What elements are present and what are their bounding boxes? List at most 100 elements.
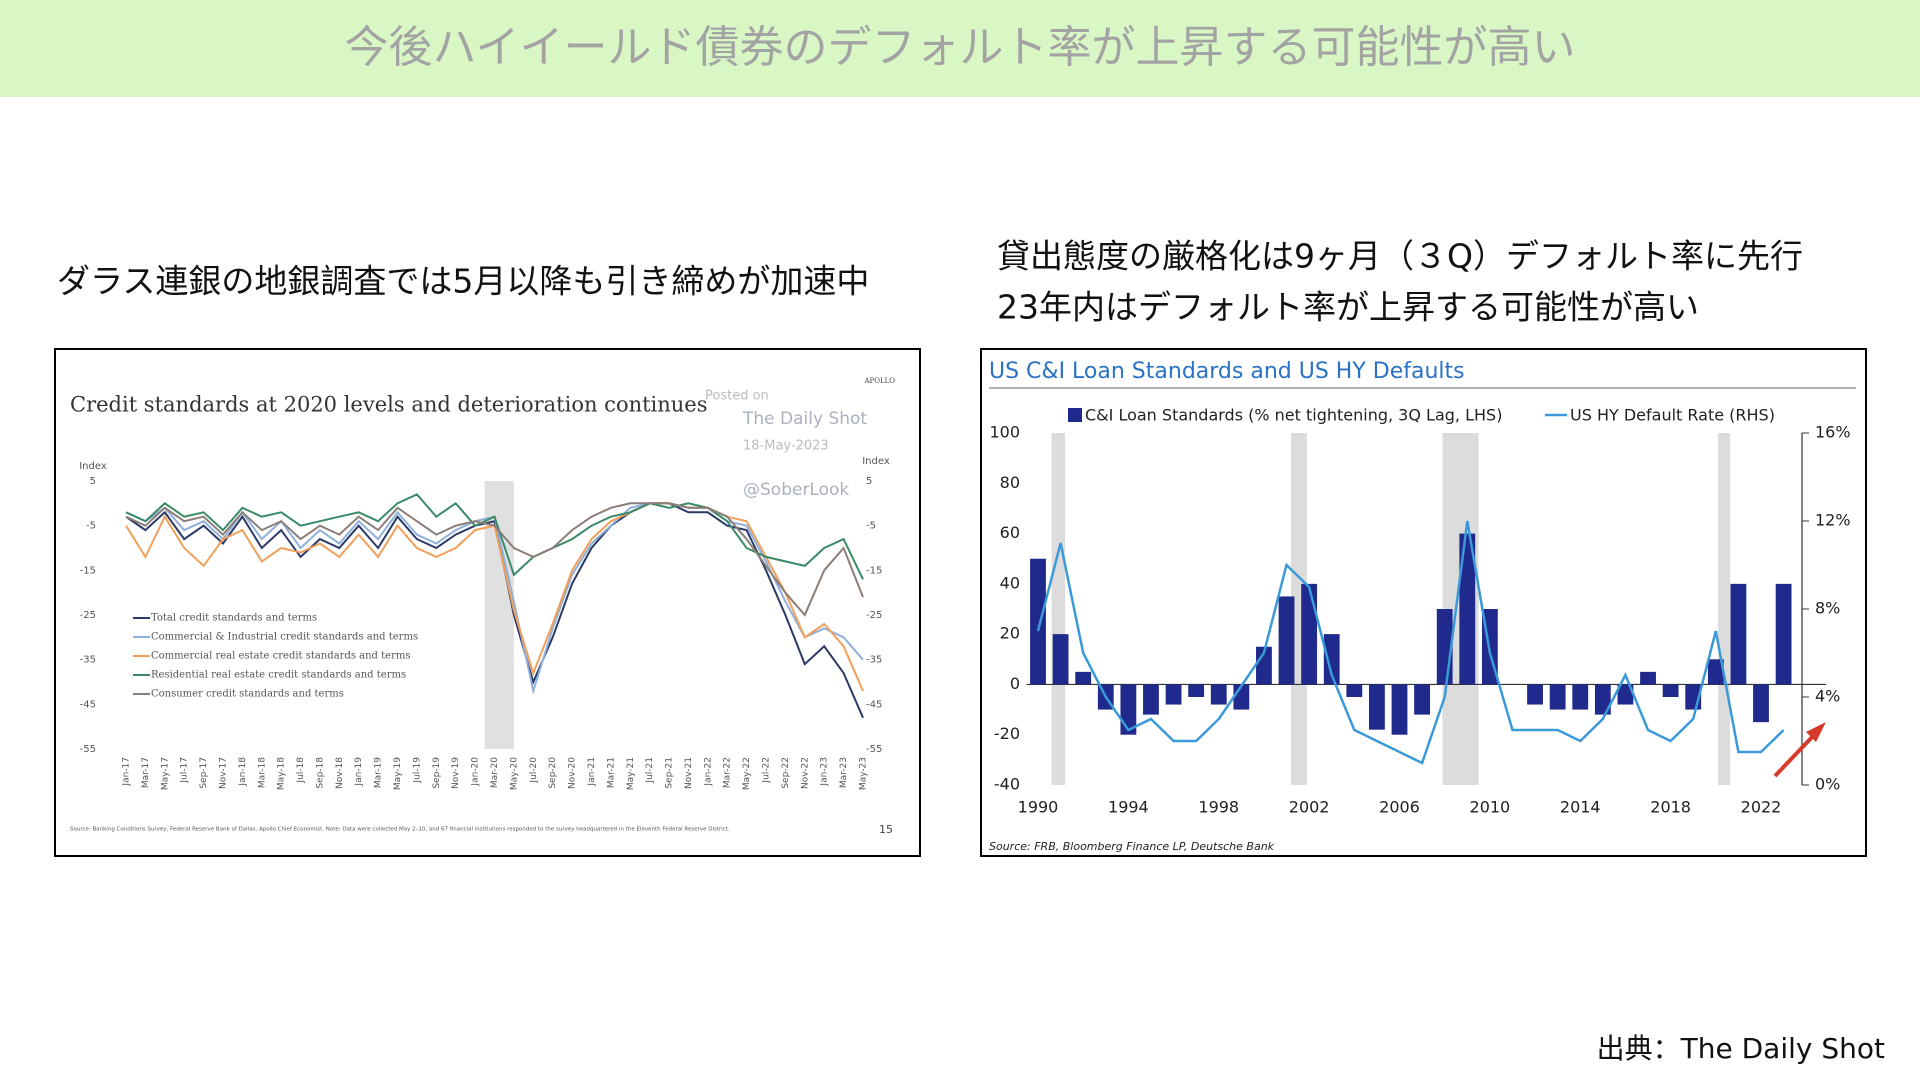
x-tick-label: May-22	[742, 757, 752, 790]
legend-swatch	[1068, 408, 1082, 422]
bar	[1527, 684, 1543, 705]
bar	[1323, 634, 1340, 685]
series-line	[125, 493, 864, 580]
x-tick-label: Jan-23	[820, 757, 830, 787]
x-tick-label: Sep-22	[781, 757, 791, 789]
legend-label: Commercial real estate credit standards …	[151, 651, 410, 662]
x-tick-label: Jan-18	[238, 757, 248, 787]
y2-tick-label: 0%	[1815, 775, 1840, 794]
y-tick-label: -5	[86, 521, 96, 532]
x-tick-label: Mar-19	[374, 757, 384, 788]
watermark: 18-May-2023	[743, 439, 829, 454]
y-tick-label: 0	[1010, 674, 1020, 693]
x-tick-label: Mar-17	[141, 757, 151, 788]
legend-label: Commercial & Industrial credit standards…	[151, 632, 418, 643]
x-tick-label: 1998	[1198, 798, 1239, 817]
y2-tick-label: -55	[866, 744, 882, 755]
watermark: @SoberLook	[743, 480, 849, 500]
x-tick-label: 2010	[1470, 798, 1511, 817]
x-tick-label: Jul-22	[762, 757, 772, 784]
bar	[1030, 558, 1046, 685]
bar	[1594, 684, 1611, 715]
recession-shade	[1718, 433, 1731, 785]
x-tick-label: Jan-17	[122, 757, 132, 787]
chart-title: Credit standards at 2020 levels and dete…	[70, 393, 708, 417]
watermark: Posted on	[705, 389, 769, 404]
x-tick-label: Jul-17	[180, 757, 190, 784]
bar	[1188, 684, 1205, 697]
x-tick-label: Nov-21	[684, 757, 694, 789]
bar	[1730, 583, 1747, 685]
y2-axis-label: Index	[862, 456, 890, 467]
bar	[1368, 684, 1385, 730]
bar	[1165, 684, 1182, 705]
x-tick-label: May-18	[277, 757, 287, 790]
bar	[1414, 684, 1431, 715]
right-caption: 23年内はデフォルト率が上昇する可能性が高い	[997, 288, 1699, 327]
bar	[1662, 684, 1679, 697]
bar	[1572, 684, 1589, 710]
x-tick-label: Jan-22	[703, 757, 713, 787]
x-tick-label: 1990	[1018, 798, 1059, 817]
bar	[1278, 596, 1295, 685]
chart-title: US C&I Loan Standards and US HY Defaults	[989, 359, 1465, 384]
right-caption: 貸出態度の厳格化は9ヶ月（３Q）デフォルト率に先行	[997, 237, 1803, 276]
bar	[1753, 684, 1769, 723]
x-tick-label: Mar-20	[490, 757, 500, 788]
x-tick-label: Sep-19	[432, 757, 442, 789]
brand: APOLLO	[863, 377, 895, 385]
legend-label: Consumer credit standards and terms	[151, 689, 344, 700]
bar	[1640, 671, 1656, 685]
header-band	[0, 0, 1920, 97]
x-tick-label: Jul-20	[529, 757, 539, 784]
recession-shade	[1051, 433, 1066, 785]
x-tick-label: May-23	[859, 757, 869, 790]
bar	[1233, 684, 1250, 710]
y-tick-label: -25	[80, 610, 96, 621]
x-tick-label: Jan-21	[587, 757, 597, 787]
x-tick-label: May-19	[393, 757, 403, 790]
x-tick-label: Nov-22	[800, 757, 810, 789]
bar	[1617, 684, 1634, 705]
x-tick-label: Jan-19	[354, 757, 364, 787]
x-tick-label: Sep-18	[315, 757, 325, 789]
y-axis-label: Index	[79, 461, 107, 472]
bar	[1346, 684, 1363, 697]
bar	[1256, 646, 1272, 685]
y2-tick-label: -5	[866, 521, 876, 532]
x-tick-label: Nov-19	[451, 757, 461, 789]
source-note: Source: Banking Conditions Survey, Feder…	[70, 827, 730, 833]
y-tick-label: -20	[994, 724, 1020, 743]
x-tick-label: 2022	[1741, 798, 1782, 817]
shaded-period	[484, 481, 514, 749]
x-tick-label: 2018	[1650, 798, 1691, 817]
bar	[1549, 684, 1566, 710]
bar	[1775, 583, 1792, 685]
y-tick-label: -45	[80, 699, 96, 710]
x-tick-label: Nov-18	[335, 757, 345, 789]
annotation-arrow	[1773, 722, 1826, 778]
bar	[1052, 634, 1069, 685]
bar	[1210, 684, 1227, 705]
x-tick-label: Sep-21	[665, 757, 675, 789]
bar	[1707, 659, 1724, 685]
y2-tick-label: -15	[866, 565, 882, 576]
x-tick-label: May-20	[509, 757, 519, 790]
x-tick-label: Mar-18	[257, 757, 267, 788]
header-title: 今後ハイイールド債券のデフォルト率が上昇する可能性が高い	[344, 22, 1575, 73]
x-tick-label: Jan-20	[471, 757, 481, 787]
y2-tick-label: -25	[866, 610, 882, 621]
page-number: 15	[879, 823, 893, 836]
y-tick-label: 60	[1000, 523, 1020, 542]
x-tick-label: Nov-20	[568, 757, 578, 789]
y-tick-label: -55	[80, 744, 96, 755]
bar	[1391, 684, 1408, 735]
y2-tick-label: 4%	[1815, 687, 1840, 706]
x-tick-label: Sep-20	[548, 757, 558, 789]
x-tick-label: 2006	[1379, 798, 1420, 817]
bar	[1075, 671, 1092, 685]
legend-label: Residential real estate credit standards…	[151, 670, 406, 681]
y-tick-label: -40	[994, 775, 1020, 794]
y-tick-label: -15	[80, 565, 96, 576]
